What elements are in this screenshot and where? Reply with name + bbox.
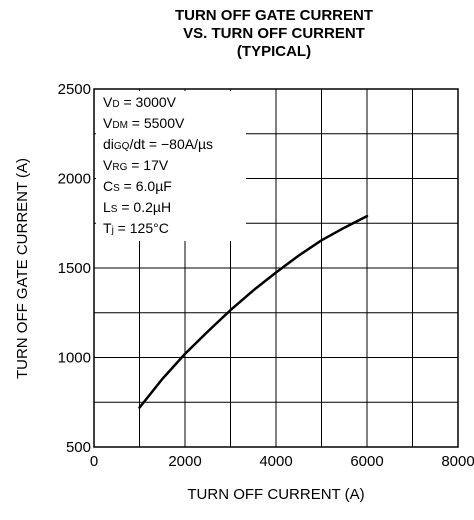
plot-frame bbox=[93, 88, 459, 448]
x-tick-label: 4000 bbox=[259, 453, 292, 470]
chart-title-line-2: VS. TURN OFF CURRENT bbox=[183, 25, 365, 42]
condition-label: VRG = 17V bbox=[103, 157, 169, 173]
chart-title-line-1: TURN OFF GATE CURRENT bbox=[174, 7, 374, 24]
data-series-line bbox=[138, 214, 369, 409]
y-tick-label: 500 bbox=[66, 439, 91, 456]
x-tick-label: 2000 bbox=[168, 453, 201, 470]
x-tick-label: 8000 bbox=[441, 453, 474, 470]
y-axis-label: TURN OFF GATE CURRENT (A) bbox=[13, 157, 31, 379]
condition-label: LS = 0.2µH bbox=[103, 199, 171, 215]
y-tick-label: 2500 bbox=[58, 81, 91, 98]
x-tick-label: 6000 bbox=[350, 453, 383, 470]
x-tick-label: 0 bbox=[90, 453, 98, 470]
chart-title: TURN OFF GATE CURRENT VS. TURN OFF CURRE… bbox=[92, 7, 456, 61]
condition-label: Tj = 125°C bbox=[103, 220, 169, 236]
x-axis-label: TURN OFF CURRENT (A) bbox=[187, 486, 365, 503]
condition-label: CS = 6.0µF bbox=[103, 178, 172, 194]
condition-label: VDM = 5500V bbox=[103, 115, 185, 131]
y-tick-label: 1500 bbox=[58, 260, 91, 277]
chart-title-line-3: (TYPICAL) bbox=[236, 43, 312, 60]
y-tick-label: 1000 bbox=[58, 350, 91, 367]
condition-label: VD = 3000V bbox=[103, 94, 177, 110]
y-tick-label: 2000 bbox=[58, 171, 91, 188]
legend-box bbox=[96, 91, 246, 241]
condition-label: diGQ/dt = −80A/µs bbox=[103, 136, 213, 152]
